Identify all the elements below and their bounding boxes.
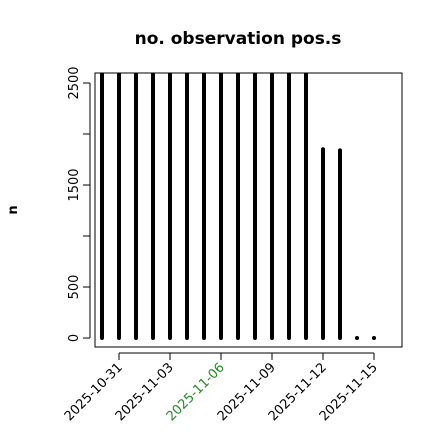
y-tick-label: 2500 <box>67 66 82 99</box>
bars <box>100 73 376 341</box>
y-tick-label: 500 <box>67 275 82 300</box>
y-tick-label: 0 <box>67 334 82 342</box>
plot-box <box>94 72 403 348</box>
y-axis-label: n <box>6 205 21 214</box>
y-tick-label: 1500 <box>67 168 82 201</box>
chart-title: no. observation pos.s <box>135 29 342 49</box>
